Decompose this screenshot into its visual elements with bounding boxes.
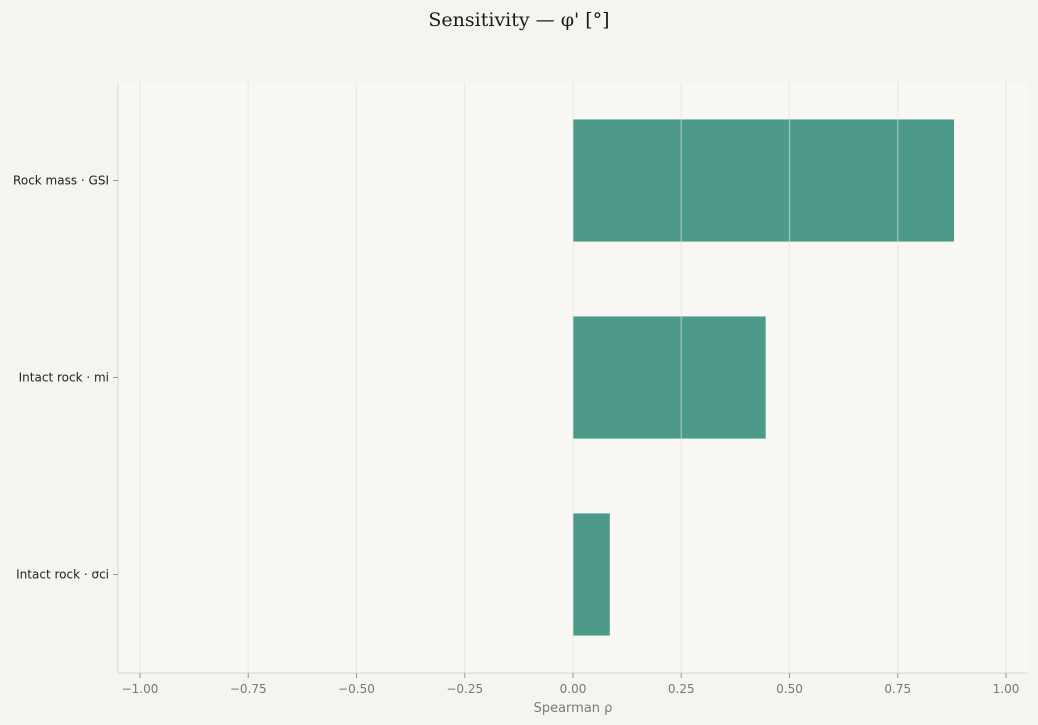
x-tick-label: −0.50 xyxy=(338,682,375,696)
y-axis-ticks: Rock mass · GSI Intact rock · mi Intact ro… xyxy=(13,174,118,582)
x-tick-label: −1.00 xyxy=(122,682,159,696)
x-tick-label: 1.00 xyxy=(993,682,1020,696)
x-tick-label: 0.50 xyxy=(776,682,803,696)
bar xyxy=(573,119,955,242)
x-axis-label: Spearman ρ xyxy=(534,701,613,716)
x-tick-label: −0.25 xyxy=(446,682,483,696)
bars xyxy=(139,82,1007,673)
category-label: Rock mass · GSI xyxy=(13,174,109,188)
chart-title: Sensitivity — φ' [°] xyxy=(428,9,609,31)
bar xyxy=(573,513,610,636)
x-tick-label: 0.00 xyxy=(560,682,587,696)
category-label: Intact rock · σci xyxy=(16,568,109,582)
x-tick-label: 0.25 xyxy=(668,682,695,696)
category-label: Intact rock · mi xyxy=(19,371,109,385)
x-tick-label: −0.75 xyxy=(230,682,267,696)
x-axis-ticks: −1.00 −0.75 −0.50 −0.25 0.00 0.25 0.50 0.75 1.00 xyxy=(122,673,1020,696)
x-tick-label: 0.75 xyxy=(884,682,911,696)
bar xyxy=(573,316,766,439)
